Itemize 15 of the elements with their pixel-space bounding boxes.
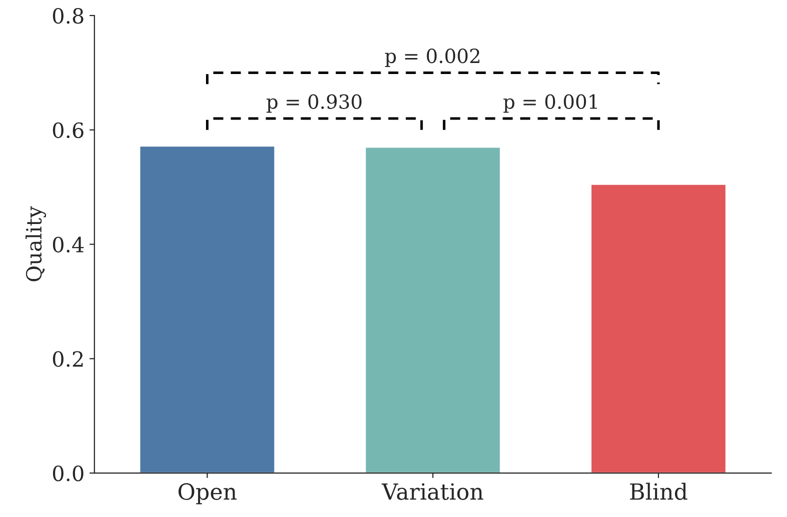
bar bbox=[138, 145, 276, 474]
y-axis-title: Quality bbox=[26, 206, 46, 282]
bar bbox=[364, 146, 502, 474]
y-tick-label: 0.6 bbox=[52, 122, 84, 138]
y-tick-label: 0.0 bbox=[52, 466, 84, 482]
x-tick-label: Open bbox=[178, 483, 237, 504]
y-tick-label: 0.2 bbox=[52, 351, 83, 367]
y-tick-label: 0.8 bbox=[52, 8, 84, 24]
x-tick-label: Blind bbox=[630, 482, 688, 500]
bar bbox=[590, 184, 727, 474]
y-tick-label: 0.4 bbox=[52, 236, 84, 252]
x-tick-label: Variation bbox=[382, 483, 484, 500]
annotation: p = 0.001 bbox=[503, 94, 597, 113]
annotation: p = 0.930 bbox=[266, 94, 362, 113]
annotation: p = 0.002 bbox=[385, 48, 480, 67]
